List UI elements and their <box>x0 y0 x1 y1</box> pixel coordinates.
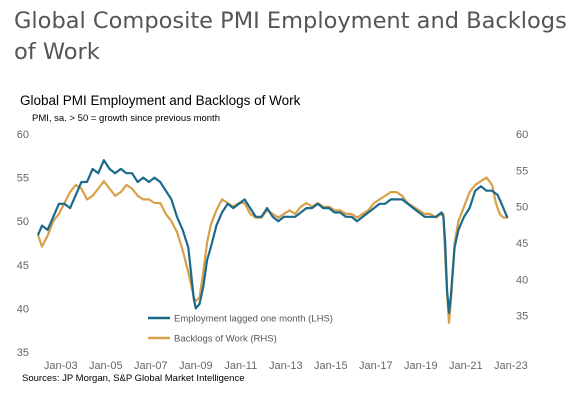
right-axis: 35 40 45 50 55 60 <box>516 129 528 323</box>
left-tick-label: 35 <box>17 347 29 359</box>
legend: Employment lagged one month (LHS) Backlog… <box>148 314 333 345</box>
page-title: Global Composite PMI Employment and Back… <box>14 8 567 65</box>
x-tick-label: Jan-15 <box>314 360 348 372</box>
backlogs-series-line <box>37 176 509 324</box>
left-tick-label: 60 <box>17 129 29 141</box>
x-axis: Jan-03 Jan-05 Jan-07 Jan-09 Jan-11 Jan-13 Jan-… <box>44 360 528 372</box>
right-tick-label: 35 <box>516 311 528 323</box>
employment-series-line <box>37 159 509 314</box>
right-tick-label: 50 <box>516 202 528 214</box>
x-tick-label: Jan-17 <box>359 360 393 372</box>
legend-label-backlogs: Backlogs of Work (RHS) <box>174 334 277 345</box>
right-tick-label: 45 <box>516 238 528 250</box>
left-axis: 35 40 45 50 55 60 <box>17 129 29 359</box>
legend-label-employment: Employment lagged one month (LHS) <box>174 314 333 325</box>
x-tick-label: Jan-11 <box>224 360 257 372</box>
series-layer <box>37 159 509 324</box>
left-tick-label: 50 <box>17 216 29 228</box>
left-tick-label: 45 <box>17 260 29 272</box>
x-tick-label: Jan-09 <box>179 360 213 372</box>
x-tick-label: Jan-23 <box>494 360 528 372</box>
left-tick-label: 40 <box>17 303 29 315</box>
right-tick-label: 55 <box>516 165 528 177</box>
x-tick-label: Jan-13 <box>269 360 303 372</box>
chart-subtitle: PMI, sa. > 50 = growth since previous mo… <box>32 113 220 124</box>
chart-title: Global PMI Employment and Backlogs of Wo… <box>20 93 301 108</box>
x-tick-label: Jan-03 <box>44 360 78 372</box>
x-tick-label: Jan-05 <box>89 360 123 372</box>
x-tick-label: Jan-07 <box>134 360 168 372</box>
x-tick-label: Jan-21 <box>449 360 483 372</box>
source-note: Sources: JP Morgan, S&P Global Market In… <box>22 373 245 384</box>
right-tick-label: 40 <box>516 274 528 286</box>
right-tick-label: 60 <box>516 129 528 141</box>
left-tick-label: 55 <box>17 173 29 185</box>
x-tick-label: Jan-19 <box>404 360 438 372</box>
